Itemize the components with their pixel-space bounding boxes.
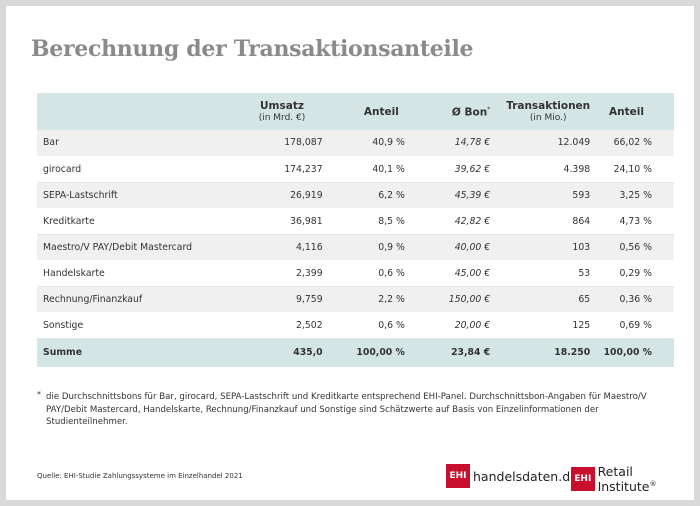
row-bon: 42,82 € xyxy=(454,215,491,227)
row-transaktionen: 103 xyxy=(572,241,591,253)
row-bon: 45,39 € xyxy=(454,189,491,201)
row-transaktionen: 53 xyxy=(578,267,591,279)
row-name: Sonstige xyxy=(43,319,84,331)
table-row: Handelskarte 2,399 0,6 % 45,00 € 53 0,29… xyxy=(37,260,674,286)
sum-name: Summe xyxy=(43,347,82,358)
ehi-logo-text-wrap: Retail Institute® xyxy=(598,464,694,494)
row-name: Handelskarte xyxy=(43,267,105,279)
table-row: SEPA-Lastschrift 26,919 6,2 % 45,39 € 59… xyxy=(37,182,674,208)
row-bon: 150,00 € xyxy=(448,293,491,305)
header-bon-footnote-mark: * xyxy=(487,106,491,114)
row-transaktionen: 12.049 xyxy=(557,137,591,149)
row-bon: 20,00 € xyxy=(454,319,491,331)
table-row: Bar 178,087 40,9 % 14,78 € 12.049 66,02 … xyxy=(37,130,674,156)
row-bon: 40,00 € xyxy=(454,241,491,253)
sum-anteil: 100,00 % xyxy=(356,347,405,358)
footnote: * die Durchschnittsbons für Bar, girocar… xyxy=(37,390,677,429)
row-anteil-transaktionen: 3,25 % xyxy=(619,189,653,201)
header-umsatz-unit: (in Mrd. €) xyxy=(258,112,306,123)
ehi-logo-box: EHI xyxy=(571,467,595,491)
row-umsatz: 2,399 xyxy=(296,267,323,279)
row-anteil-transaktionen: 0,29 % xyxy=(619,267,653,279)
table-row: Sonstige 2,502 0,6 % 20,00 € 125 0,69 % xyxy=(37,312,674,338)
footnote-text: die Durchschnittsbons für Bar, girocard,… xyxy=(46,392,647,427)
row-transaktionen: 65 xyxy=(578,293,591,305)
row-anteil-transaktionen: 0,56 % xyxy=(619,241,653,253)
handelsdaten-logo-text: handelsdaten.de xyxy=(473,468,578,484)
row-transaktionen: 864 xyxy=(572,215,591,227)
ehi-retail-institute-logo: EHI Retail Institute® xyxy=(571,464,694,494)
row-anteil-transaktionen: 66,02 % xyxy=(613,137,652,149)
sum-umsatz: 435,0 xyxy=(293,347,323,358)
row-anteil-transaktionen: 4,73 % xyxy=(619,215,653,227)
row-umsatz: 2,502 xyxy=(296,319,323,331)
header-bon: Ø Bon* xyxy=(407,93,492,130)
row-anteil: 6,2 % xyxy=(378,189,405,201)
row-name: girocard xyxy=(43,163,82,175)
ehi-logo-box: EHI xyxy=(446,464,470,488)
sum-anteil-transaktionen: 100,00 % xyxy=(603,347,652,358)
source-note: Quelle: EHI-Studie Zahlungssysteme im Ei… xyxy=(37,472,243,480)
row-umsatz: 36,981 xyxy=(290,215,323,227)
page-title: Berechnung der Transaktionsanteile xyxy=(31,36,474,62)
row-anteil-transaktionen: 24,10 % xyxy=(613,163,652,175)
row-name: Bar xyxy=(43,137,59,149)
row-transaktionen: 4.398 xyxy=(563,163,591,175)
row-anteil-transaktionen: 0,36 % xyxy=(619,293,653,305)
header-bon-label: Ø Bon xyxy=(451,106,488,119)
row-bon: 14,78 € xyxy=(454,137,491,149)
registered-mark: ® xyxy=(649,479,657,488)
row-umsatz: 26,919 xyxy=(290,189,323,201)
row-umsatz: 178,087 xyxy=(284,137,323,149)
row-anteil: 0,9 % xyxy=(378,241,405,253)
row-bon: 39,62 € xyxy=(454,163,491,175)
table-row: girocard 174,237 40,1 % 39,62 € 4.398 24… xyxy=(37,156,674,182)
table-header-row: Umsatz (in Mrd. €) Anteil Ø Bon* Transak… xyxy=(37,93,674,130)
row-transaktionen: 593 xyxy=(572,189,591,201)
handelsdaten-logo: EHI handelsdaten.de xyxy=(446,464,578,488)
header-transaktionen-label: Transaktionen xyxy=(506,99,591,112)
row-anteil: 0,6 % xyxy=(378,319,405,331)
header-umsatz-label: Umsatz xyxy=(260,99,304,112)
ehi-retail-institute-text: Retail Institute xyxy=(597,464,650,494)
sum-bon: 23,84 € xyxy=(451,347,491,358)
row-bon: 45,00 € xyxy=(454,267,491,279)
row-name: Rechnung/Finanzkauf xyxy=(43,293,143,305)
row-transaktionen: 125 xyxy=(572,319,591,331)
row-umsatz: 4,116 xyxy=(296,241,323,253)
row-anteil: 0,6 % xyxy=(378,267,405,279)
table-row: Maestro/V PAY/Debit Mastercard 4,116 0,9… xyxy=(37,234,674,260)
table-row: Rechnung/Finanzkauf 9,759 2,2 % 150,00 €… xyxy=(37,286,674,312)
transaction-share-table: Umsatz (in Mrd. €) Anteil Ø Bon* Transak… xyxy=(37,93,674,368)
row-anteil: 40,1 % xyxy=(372,163,405,175)
header-name xyxy=(37,93,221,130)
row-name: Maestro/V PAY/Debit Mastercard xyxy=(43,241,193,253)
footnote-mark: * xyxy=(37,390,41,399)
row-anteil-transaktionen: 0,69 % xyxy=(619,319,653,331)
header-anteil-transaktionen: Anteil xyxy=(609,105,644,118)
header-transaktionen: Transaktionen (in Mio.) xyxy=(492,93,592,130)
row-name: SEPA-Lastschrift xyxy=(43,189,118,201)
row-anteil: 2,2 % xyxy=(378,293,405,305)
sum-transaktionen: 18.250 xyxy=(554,347,591,358)
row-anteil: 8,5 % xyxy=(378,215,405,227)
table-sum-row: Summe 435,0 100,00 % 23,84 € 18.250 100,… xyxy=(37,338,674,367)
header-anteil: Anteil xyxy=(363,105,399,118)
row-umsatz: 174,237 xyxy=(284,163,323,175)
row-name: Kreditkarte xyxy=(43,215,95,227)
row-umsatz: 9,759 xyxy=(296,293,323,305)
header-transaktionen-unit: (in Mio.) xyxy=(529,112,567,123)
header-umsatz: Umsatz (in Mrd. €) xyxy=(221,93,324,130)
table-row: Kreditkarte 36,981 8,5 % 42,82 € 864 4,7… xyxy=(37,208,674,234)
row-anteil: 40,9 % xyxy=(372,137,405,149)
